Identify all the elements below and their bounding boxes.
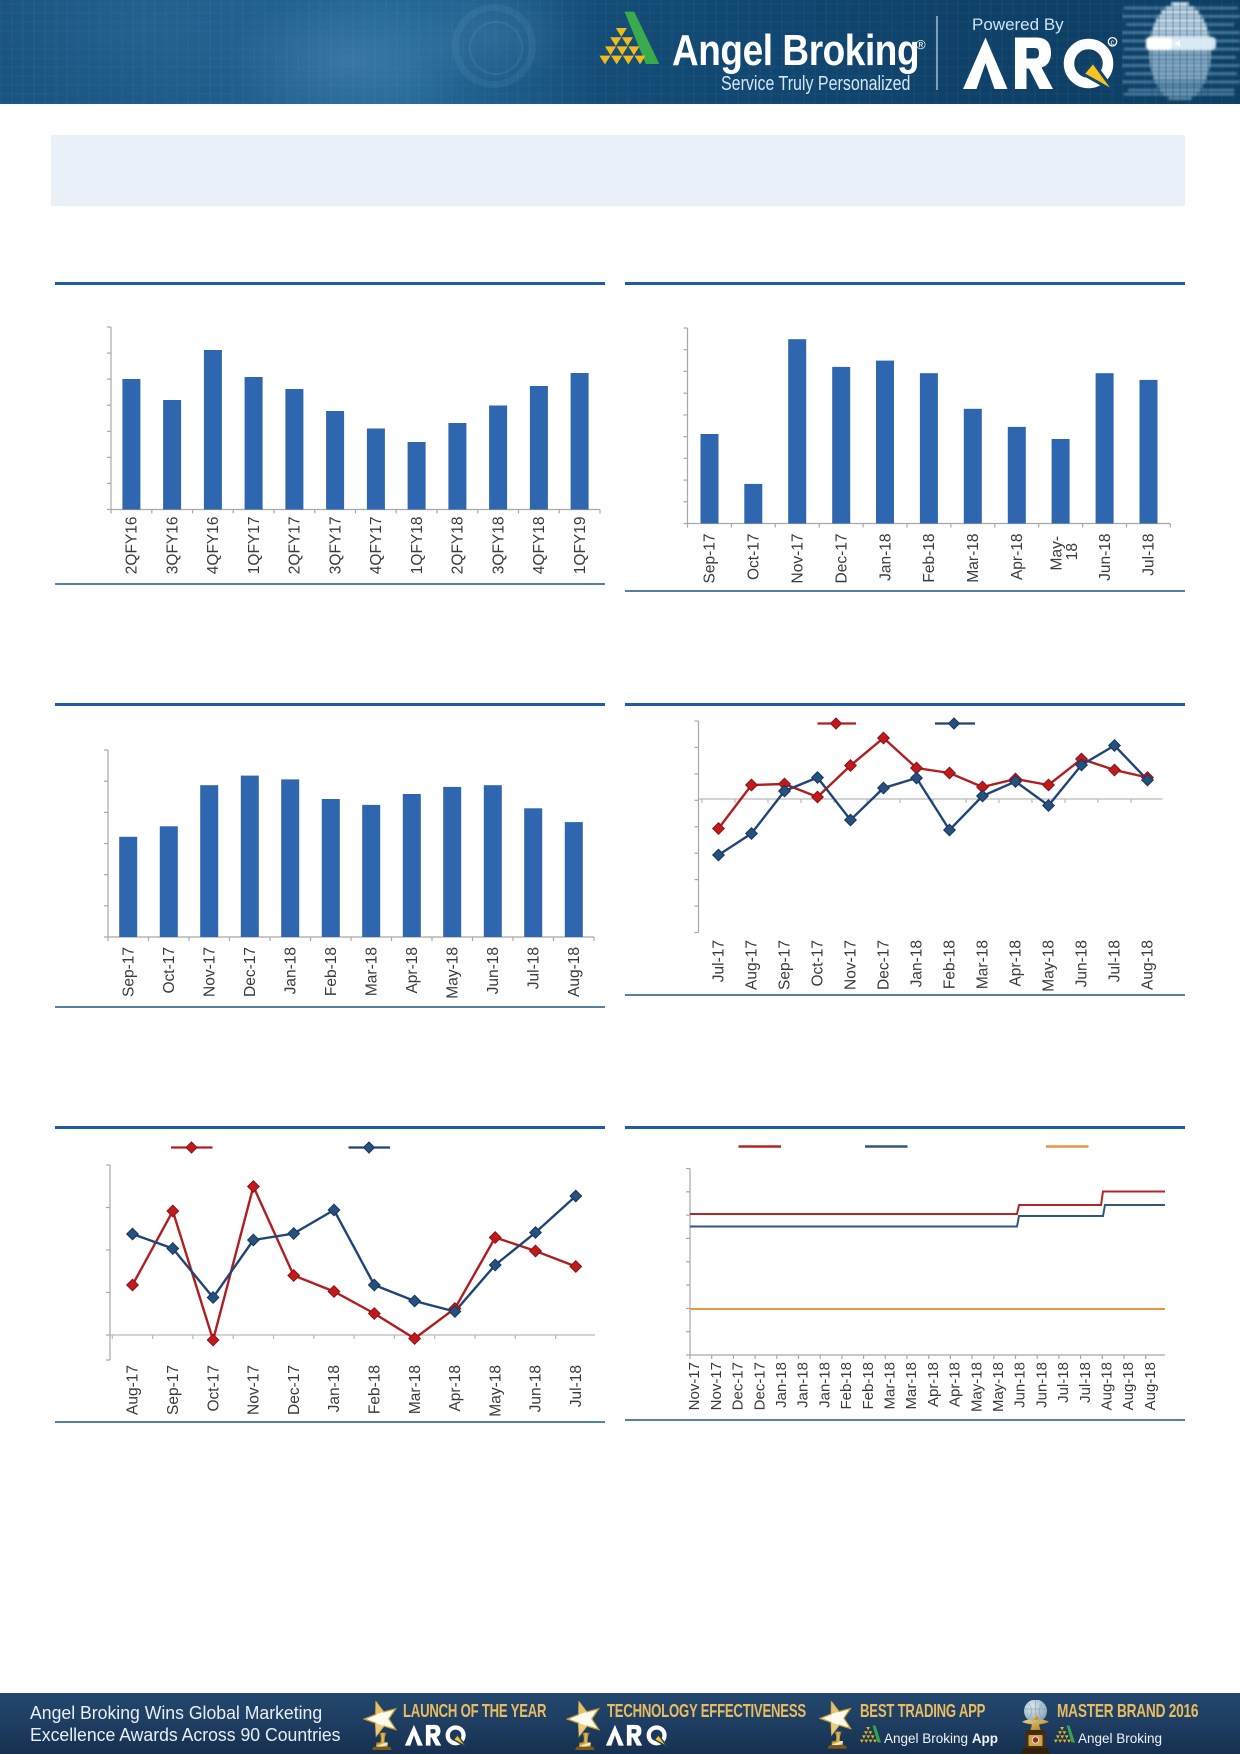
svg-text:Dec-17: Dec-17 — [833, 534, 850, 584]
svg-text:Jul-18: Jul-18 — [1107, 940, 1124, 982]
svg-text:Mar-18: Mar-18 — [903, 1362, 920, 1410]
svg-text:3QFY16: 3QFY16 — [164, 517, 181, 575]
svg-text:2QFY16: 2QFY16 — [124, 517, 141, 575]
svg-text:Jul-17: Jul-17 — [711, 940, 728, 982]
svg-text:Feb-18: Feb-18 — [921, 534, 938, 583]
svg-text:Sep-17: Sep-17 — [120, 947, 137, 997]
svg-text:Jul-18: Jul-18 — [525, 947, 542, 989]
svg-text:Feb-18: Feb-18 — [367, 1365, 384, 1414]
svg-text:May-18: May-18 — [1041, 940, 1058, 992]
svg-text:Nov-17: Nov-17 — [708, 1362, 725, 1410]
svg-text:Aug-18: Aug-18 — [566, 947, 583, 997]
svg-text:Aug-18: Aug-18 — [1140, 940, 1157, 990]
svg-text:Jun-18: Jun-18 — [1097, 534, 1114, 581]
svg-text:Feb-18: Feb-18 — [860, 1362, 877, 1410]
svg-text:Jan-18: Jan-18 — [909, 940, 926, 987]
svg-text:Jun-18: Jun-18 — [1012, 1362, 1029, 1408]
svg-text:Nov-17: Nov-17 — [201, 947, 218, 997]
svg-text:2QFY17: 2QFY17 — [287, 517, 304, 575]
svg-text:Jul-18: Jul-18 — [1077, 1362, 1094, 1403]
svg-text:Mar-18: Mar-18 — [975, 940, 992, 989]
svg-text:Feb-18: Feb-18 — [942, 940, 959, 989]
svg-text:Jun-18: Jun-18 — [528, 1365, 545, 1412]
svg-text:Aug-17: Aug-17 — [744, 940, 761, 990]
svg-text:Mar-18: Mar-18 — [882, 1362, 899, 1410]
svg-text:Aug-17: Aug-17 — [125, 1365, 142, 1415]
svg-text:Sep-17: Sep-17 — [165, 1365, 182, 1415]
svg-text:Jul-18: Jul-18 — [1141, 534, 1158, 576]
svg-text:Nov-17: Nov-17 — [686, 1362, 703, 1410]
svg-text:Nov-17: Nov-17 — [789, 534, 806, 584]
svg-text:Dec-17: Dec-17 — [876, 940, 893, 990]
svg-text:Feb-18: Feb-18 — [838, 1362, 855, 1410]
svg-text:Oct-17: Oct-17 — [161, 947, 178, 994]
svg-text:3QFY18: 3QFY18 — [490, 517, 507, 575]
svg-text:Oct-17: Oct-17 — [205, 1365, 222, 1412]
svg-text:1QFY17: 1QFY17 — [246, 517, 263, 575]
svg-text:Aug-18: Aug-18 — [1099, 1362, 1116, 1410]
svg-text:Oct-17: Oct-17 — [746, 534, 763, 581]
svg-text:Mar-18: Mar-18 — [407, 1365, 424, 1414]
svg-text:18: 18 — [1064, 543, 1081, 560]
svg-text:Apr-18: Apr-18 — [1008, 940, 1025, 987]
svg-text:Sep-17: Sep-17 — [702, 534, 719, 584]
svg-text:Mar-18: Mar-18 — [363, 947, 380, 996]
svg-text:2QFY18: 2QFY18 — [450, 517, 467, 575]
svg-text:Jan-18: Jan-18 — [326, 1365, 343, 1412]
svg-text:Jun-18: Jun-18 — [485, 947, 502, 994]
svg-text:Oct-17: Oct-17 — [810, 940, 827, 987]
svg-text:Dec-17: Dec-17 — [286, 1365, 303, 1415]
svg-text:Aug-18: Aug-18 — [1142, 1362, 1159, 1410]
svg-text:May-: May- — [1048, 536, 1065, 570]
svg-text:Jun-18: Jun-18 — [1074, 940, 1091, 987]
svg-text:May-18: May-18 — [968, 1362, 985, 1412]
svg-text:Sep-17: Sep-17 — [777, 940, 794, 990]
svg-text:4QFY16: 4QFY16 — [205, 517, 222, 575]
svg-text:Jan-18: Jan-18 — [816, 1362, 833, 1408]
svg-text:Jan-18: Jan-18 — [795, 1362, 812, 1408]
svg-text:1QFY19: 1QFY19 — [572, 517, 589, 575]
svg-text:Jun-18: Jun-18 — [1033, 1362, 1050, 1408]
svg-text:4QFY18: 4QFY18 — [531, 517, 548, 575]
svg-text:Jul-18: Jul-18 — [568, 1365, 585, 1407]
svg-text:Nov-17: Nov-17 — [843, 940, 860, 990]
svg-text:Mar-18: Mar-18 — [965, 534, 982, 583]
svg-text:Dec-17: Dec-17 — [751, 1362, 768, 1410]
svg-text:Apr-18: Apr-18 — [925, 1362, 942, 1407]
svg-text:Feb-18: Feb-18 — [323, 947, 340, 996]
svg-text:Jan-18: Jan-18 — [773, 1362, 790, 1408]
svg-text:May-18: May-18 — [487, 1365, 504, 1417]
svg-text:3QFY17: 3QFY17 — [327, 517, 344, 575]
svg-text:May-18: May-18 — [444, 947, 461, 999]
svg-text:Apr-18: Apr-18 — [947, 1362, 964, 1407]
svg-text:Nov-17: Nov-17 — [246, 1365, 263, 1415]
svg-text:Dec-17: Dec-17 — [730, 1362, 747, 1410]
svg-text:4QFY17: 4QFY17 — [368, 517, 385, 575]
svg-text:Apr-18: Apr-18 — [404, 947, 421, 994]
svg-text:Jan-18: Jan-18 — [282, 947, 299, 994]
svg-text:c: c — [1111, 38, 1115, 47]
svg-text:Jan-18: Jan-18 — [877, 534, 894, 581]
svg-text:Apr-18: Apr-18 — [1009, 534, 1026, 581]
svg-text:Dec-17: Dec-17 — [242, 947, 259, 997]
svg-text:1QFY18: 1QFY18 — [409, 517, 426, 575]
svg-text:Jul-18: Jul-18 — [1055, 1362, 1072, 1403]
svg-text:May-18: May-18 — [990, 1362, 1007, 1412]
svg-text:Aug-18: Aug-18 — [1120, 1362, 1137, 1410]
svg-text:Apr-18: Apr-18 — [447, 1365, 464, 1412]
